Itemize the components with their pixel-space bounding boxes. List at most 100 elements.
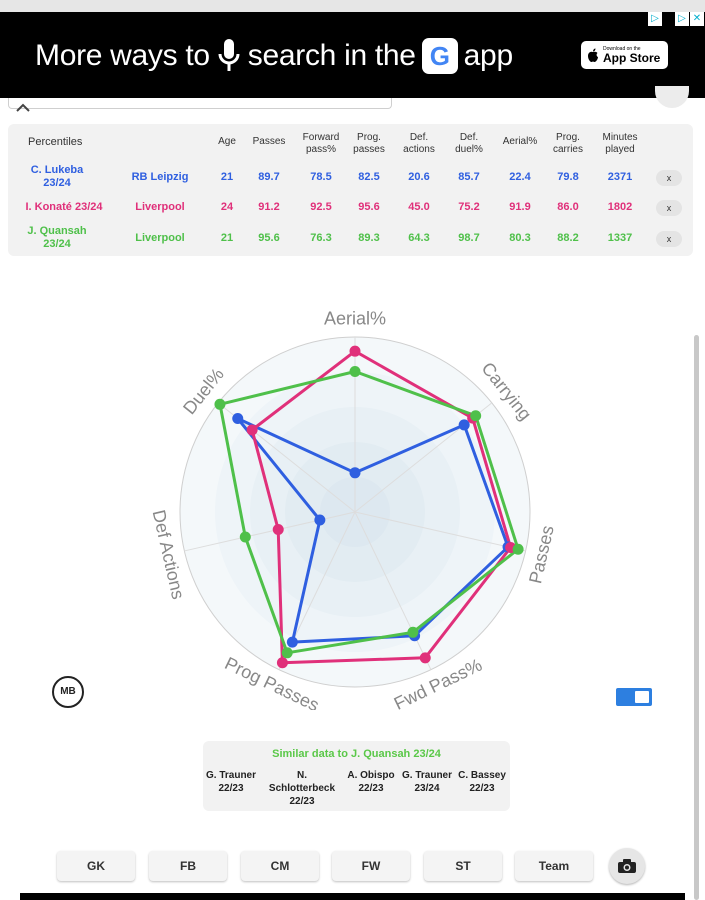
row-def-duel: 85.7: [458, 171, 480, 183]
similar-player-season: 22/23: [469, 783, 495, 794]
row-prog-passes: 95.6: [358, 201, 380, 213]
radar-point: [314, 514, 326, 526]
ad-choices-icon[interactable]: ▷: [648, 12, 662, 26]
remove-player-button[interactable]: x: [656, 200, 682, 216]
similar-player-name: C. Bassey: [458, 770, 506, 781]
menu-button[interactable]: [655, 86, 689, 108]
mb-logo: MB: [52, 676, 84, 708]
radar-spoke: [354, 511, 432, 670]
app-store-small-text: Download on the: [603, 45, 641, 52]
row-def-actions: 64.3: [408, 232, 430, 244]
ad-text-part2: search in the: [247, 39, 416, 72]
radar-series-line: [250, 349, 513, 665]
header-prog-passes: Prog. passes: [353, 132, 385, 155]
similar-player-name: G. Trauner: [205, 770, 256, 781]
remove-player-button[interactable]: x: [656, 231, 682, 247]
row-team-name: Liverpool: [135, 232, 185, 244]
similar-player-season: 22/23: [218, 783, 244, 794]
similar-player-season: 22/23: [358, 783, 384, 794]
radar-point: [419, 652, 431, 664]
similar-player-season: 22/23: [289, 796, 315, 807]
row-team-name: RB Leipzig: [131, 171, 189, 183]
similar-players-panel: Similar data to J. Quansah 23/24 G. Trau…: [203, 741, 510, 811]
ad-headline[interactable]: More ways to search in the G app: [35, 37, 513, 75]
row-passes: 91.2: [258, 201, 280, 213]
google-logo: G: [421, 38, 458, 74]
header-passes: Passes: [252, 136, 286, 147]
row-age: 24: [220, 201, 234, 213]
similar-player[interactable]: G. Trauner 23/24: [399, 769, 455, 795]
radar-point: [349, 365, 361, 377]
radar-point: [512, 543, 524, 555]
cm-button[interactable]: CM: [241, 851, 319, 881]
apple-icon: [588, 48, 598, 62]
header-aerial: Aerial%: [502, 136, 538, 147]
row-forward-pass: 92.5: [310, 201, 332, 213]
radar-point: [246, 424, 258, 436]
scrollbar[interactable]: [694, 335, 699, 900]
display-toggle[interactable]: [616, 688, 652, 706]
row-age: 21: [220, 232, 234, 244]
row-aerial: 91.9: [509, 201, 531, 213]
top-strip: [0, 0, 705, 12]
header-forward-pass: Forward pass%: [302, 132, 340, 155]
row-minutes: 1337: [607, 232, 633, 244]
row-def-duel: 75.2: [458, 201, 480, 213]
similar-player[interactable]: G. Trauner 22/23: [203, 769, 259, 795]
fw-button[interactable]: FW: [332, 851, 410, 881]
similar-player[interactable]: N. Schlotterbeck 22/23: [265, 769, 339, 808]
row-minutes: 1802: [607, 201, 633, 213]
similar-player[interactable]: A. Obispo 22/23: [347, 769, 395, 795]
table-title: Percentiles: [28, 136, 83, 148]
percentiles-table: Percentiles Age Passes Forward pass% Pro…: [8, 124, 693, 256]
app-store-big-text: App Store: [603, 50, 661, 65]
camera-icon: [618, 859, 636, 873]
ad-banner[interactable]: More ways to search in the G app Downloa…: [0, 12, 705, 98]
similar-player[interactable]: C. Bassey 22/23: [457, 769, 507, 795]
radar-point: [286, 636, 298, 648]
radar-axis-label: Passes: [525, 524, 558, 586]
chevron-up-icon[interactable]: [15, 103, 31, 113]
row-team-name: Liverpool: [135, 201, 185, 213]
microphone-icon: [218, 39, 240, 71]
row-forward-pass: 78.5: [310, 171, 332, 183]
app-store-badge[interactable]: Download on the App Store: [581, 41, 668, 69]
header-def-actions: Def. actions: [403, 132, 435, 155]
ad-close-icon[interactable]: ✕: [690, 12, 704, 26]
header-def-duel: Def. duel%: [455, 132, 483, 155]
screenshot-button[interactable]: [609, 848, 645, 884]
header-age: Age: [218, 136, 236, 147]
similar-title: Similar data to J. Quansah 23/24: [272, 748, 441, 760]
radar-series-line: [236, 417, 510, 644]
ad-text-part1: More ways to: [35, 39, 210, 72]
st-button[interactable]: ST: [424, 851, 502, 881]
team-button[interactable]: Team: [515, 851, 593, 881]
similar-player-name: G. Trauner: [401, 770, 452, 781]
search-panel-edge: [8, 98, 392, 109]
radar-point: [458, 419, 470, 431]
remove-player-button[interactable]: x: [656, 170, 682, 186]
bottom-ad-banner[interactable]: [20, 893, 685, 900]
radar-series-line: [218, 370, 520, 655]
radar-point: [214, 398, 226, 410]
row-prog-passes: 82.5: [358, 171, 380, 183]
gk-button[interactable]: GK: [57, 851, 135, 881]
row-player-name[interactable]: C. Lukeba 23/24: [30, 164, 84, 189]
similar-player-name: A. Obispo: [347, 770, 395, 781]
radar-point: [232, 412, 244, 424]
row-player-name[interactable]: J. Quansah 23/24: [27, 225, 87, 250]
ad-info-icon[interactable]: ▷: [675, 12, 689, 26]
fb-button[interactable]: FB: [149, 851, 227, 881]
row-passes: 89.7: [258, 171, 280, 183]
row-player-name[interactable]: I. Konaté 23/24: [25, 201, 103, 213]
radar-point: [349, 467, 361, 479]
row-prog-carries: 79.8: [557, 171, 579, 183]
row-prog-passes: 89.3: [358, 232, 380, 244]
row-age: 21: [220, 171, 234, 183]
radar-point: [470, 410, 482, 422]
radar-point: [349, 345, 361, 357]
toggle-knob: [635, 691, 649, 703]
row-def-actions: 45.0: [408, 201, 430, 213]
header-prog-carries: Prog. carries: [552, 132, 583, 155]
